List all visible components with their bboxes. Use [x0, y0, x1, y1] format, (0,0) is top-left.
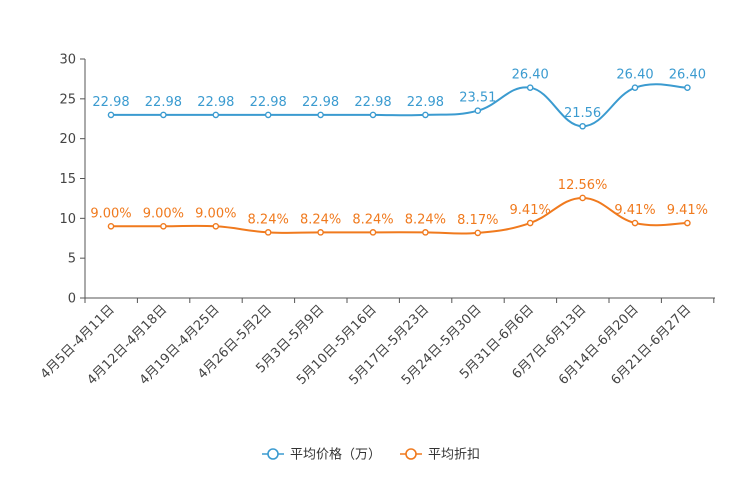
- data-point[interactable]: [212, 111, 220, 119]
- data-label: 22.98: [250, 95, 287, 110]
- data-point[interactable]: [317, 229, 324, 236]
- y-tick-label: 25: [59, 92, 76, 107]
- legend-marker-icon: [267, 448, 279, 460]
- data-label: 8.17%: [457, 213, 498, 228]
- data-label: 26.40: [512, 68, 549, 83]
- data-label: 8.24%: [300, 212, 341, 227]
- data-point[interactable]: [160, 111, 167, 119]
- data-point[interactable]: [160, 222, 167, 230]
- y-tick-label: 30: [59, 53, 76, 68]
- legend-marker-icon: [405, 448, 417, 460]
- series-line-2: [111, 196, 688, 235]
- data-label: 22.98: [407, 95, 444, 110]
- data-label: 26.40: [669, 68, 706, 83]
- data-point[interactable]: [579, 122, 586, 130]
- data-point[interactable]: [631, 219, 639, 227]
- data-point[interactable]: [317, 111, 324, 119]
- data-label: 22.98: [302, 95, 339, 110]
- data-label: 9.41%: [614, 203, 655, 218]
- data-point[interactable]: [422, 229, 429, 236]
- y-tick-label: 10: [59, 212, 76, 227]
- data-point[interactable]: [474, 229, 482, 237]
- data-point[interactable]: [422, 111, 429, 119]
- data-label: 9.41%: [510, 203, 551, 218]
- data-label: 8.24%: [248, 212, 289, 227]
- data-label: 22.98: [354, 95, 391, 110]
- data-point[interactable]: [369, 229, 377, 236]
- data-point[interactable]: [526, 84, 534, 91]
- data-label: 21.56: [564, 106, 601, 121]
- data-label: 23.51: [459, 91, 496, 106]
- series-lines: [107, 83, 691, 237]
- data-point[interactable]: [684, 219, 691, 227]
- data-point[interactable]: [579, 194, 586, 202]
- y-tick-label: 5: [68, 252, 76, 267]
- data-label: 12.56%: [558, 178, 608, 193]
- data-point[interactable]: [684, 84, 691, 91]
- data-label: 8.24%: [352, 212, 393, 227]
- data-label: 22.98: [92, 95, 129, 110]
- data-labels: 22.98 22.98 22.98 22.98 22.98 22.98 22.98 23.51…: [90, 68, 708, 228]
- legend-item-label[interactable]: 平均价格（万）: [290, 447, 381, 463]
- data-label: 9.41%: [667, 203, 708, 218]
- data-point[interactable]: [264, 111, 272, 119]
- data-label: 22.98: [145, 95, 182, 110]
- data-point[interactable]: [369, 111, 377, 119]
- data-label: 9.00%: [90, 206, 131, 221]
- data-point[interactable]: [474, 107, 482, 115]
- data-label: 26.40: [616, 68, 653, 83]
- data-point[interactable]: [526, 219, 534, 227]
- y-tick-label: 20: [59, 132, 76, 147]
- legend-item-label[interactable]: 平均折扣: [428, 448, 480, 463]
- data-point[interactable]: [631, 84, 639, 91]
- data-label: 9.00%: [143, 206, 184, 221]
- data-label: 22.98: [197, 95, 234, 110]
- y-tick-label: 0: [68, 292, 76, 307]
- data-point[interactable]: [107, 111, 115, 119]
- data-label: 9.00%: [195, 206, 236, 221]
- legend[interactable]: 平均价格（万） 平均折扣: [262, 447, 480, 463]
- data-point[interactable]: [107, 222, 115, 230]
- data-label: 8.24%: [405, 212, 446, 227]
- y-tick-label: 15: [59, 172, 76, 187]
- data-point[interactable]: [264, 229, 272, 236]
- data-point[interactable]: [212, 222, 220, 230]
